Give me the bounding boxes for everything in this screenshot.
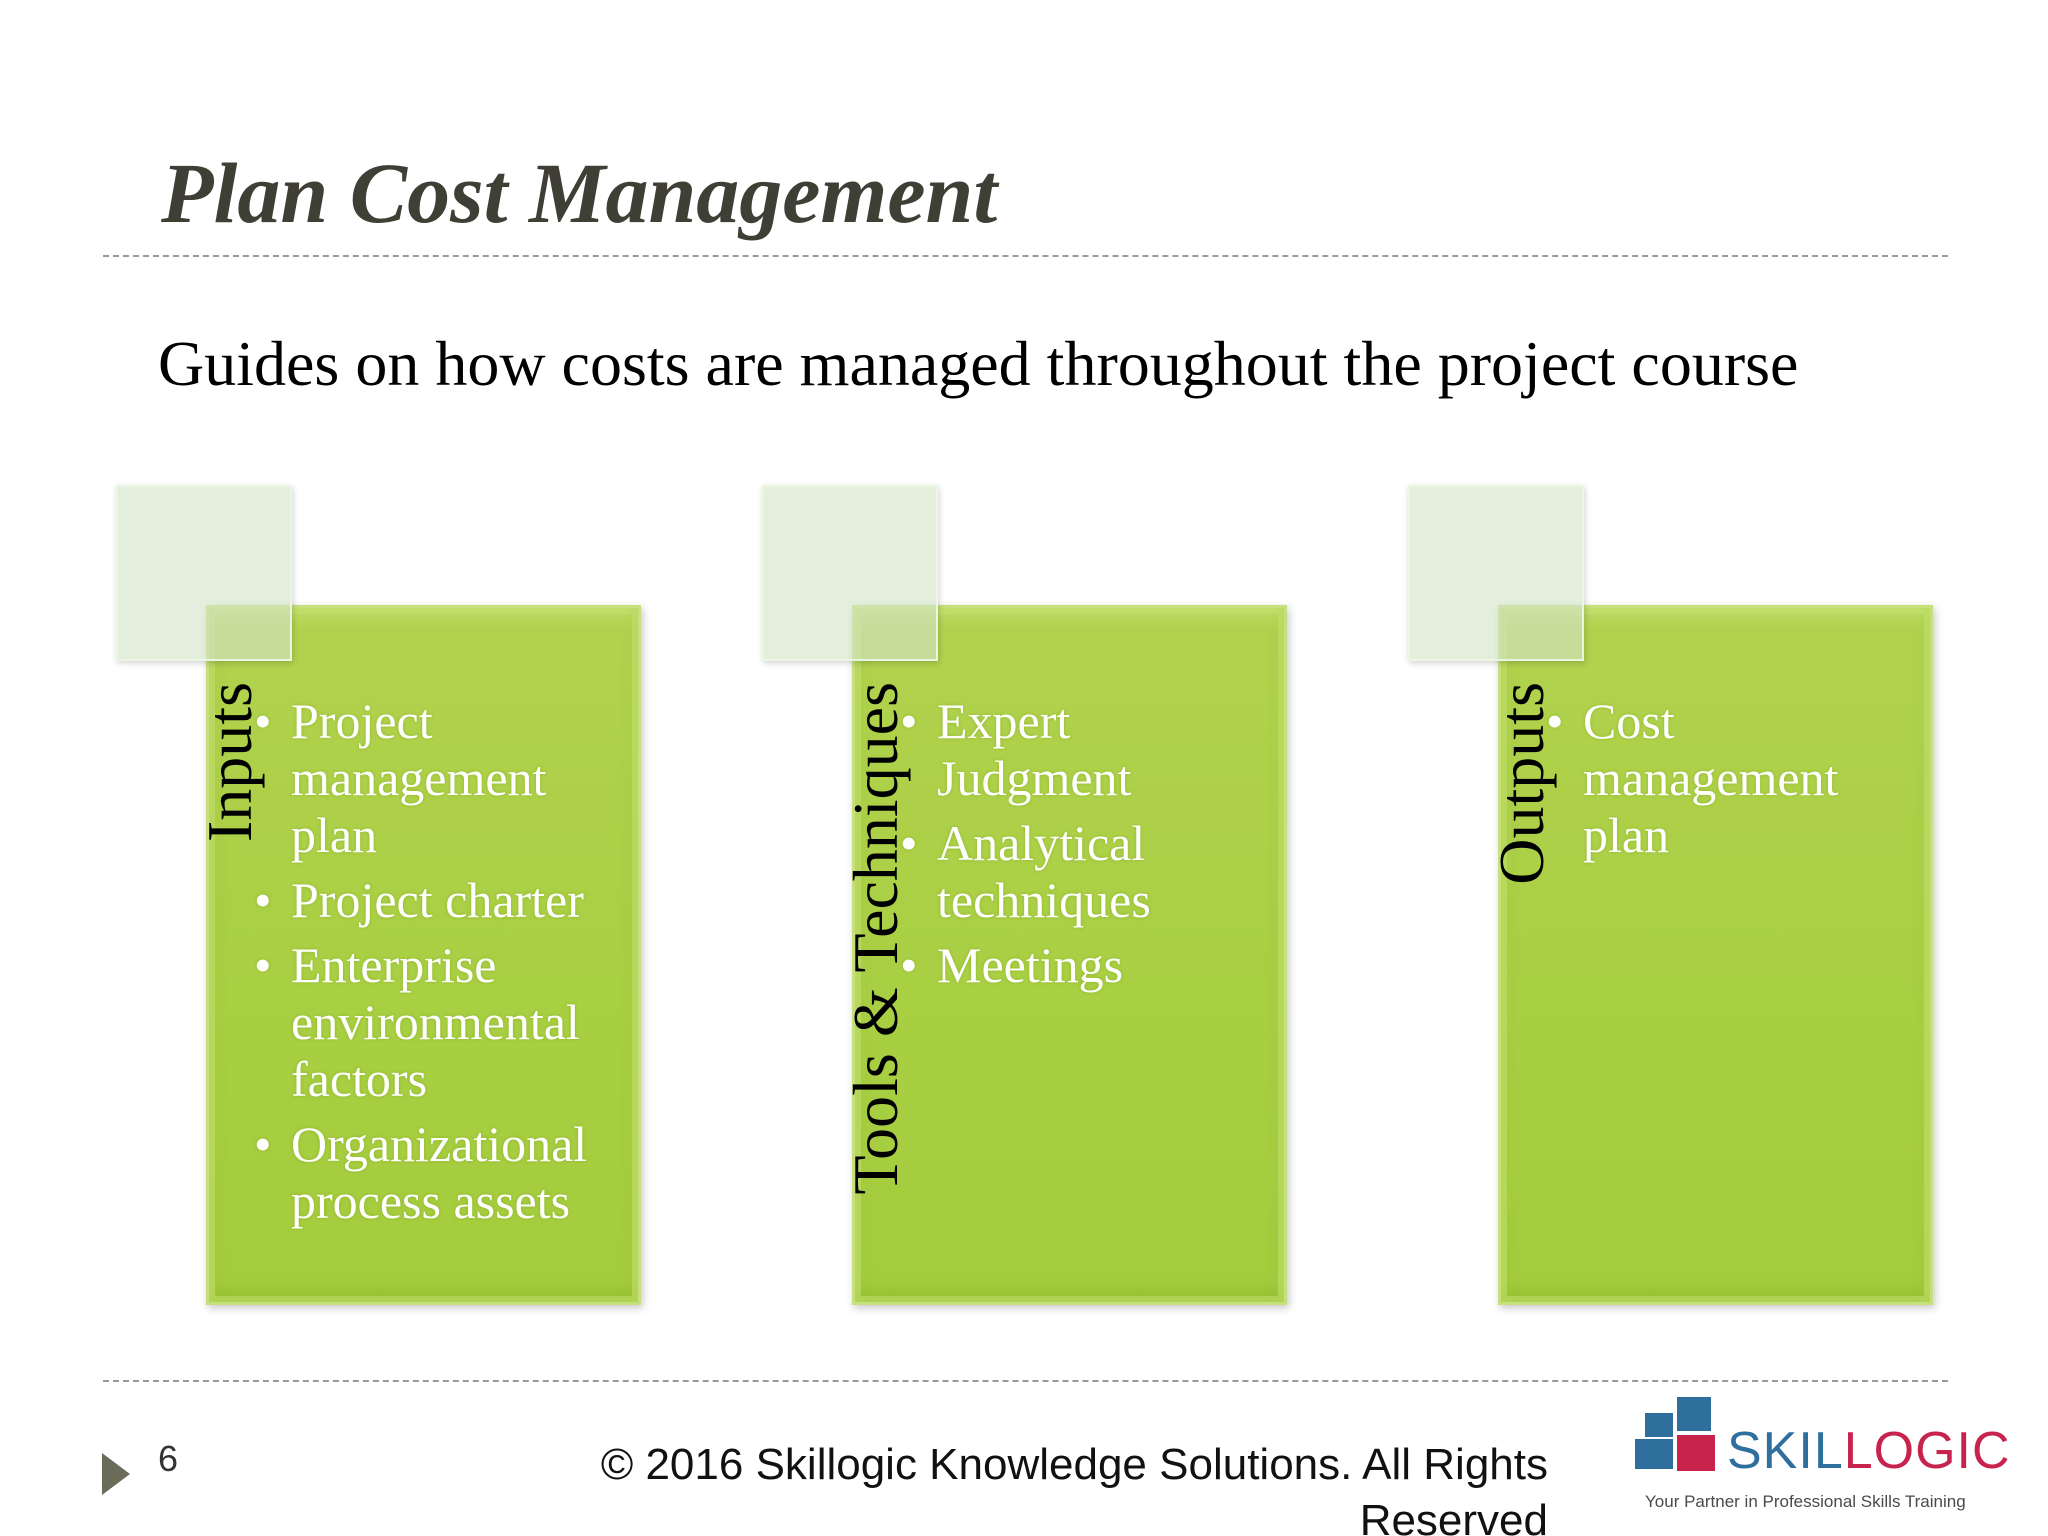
skillogic-logo: SKILLOGIC Your Partner in Professional S…	[1635, 1395, 2010, 1515]
logo-wordmark: SKILLOGIC	[1727, 1425, 2011, 1477]
inputs-item: Project charter	[251, 872, 631, 929]
tools-techniques-item: Expert Judgment	[897, 693, 1277, 807]
outputs-item: Cost management plan	[1543, 693, 1923, 864]
outputs-list: Cost management plan	[1543, 693, 1923, 872]
tools-techniques-list: Expert Judgment Analytical techniques Me…	[897, 693, 1277, 1002]
tools-techniques-item: Meetings	[897, 937, 1277, 994]
inputs-list: Project management plan Project charter …	[251, 693, 631, 1238]
inputs-item: Project management plan	[251, 693, 631, 864]
logo-tagline: Your Partner in Professional Skills Trai…	[1645, 1492, 1966, 1511]
logo-wordmark-part2: LOGIC	[1843, 1422, 2011, 1480]
logo-wordmark-part1: SKIL	[1727, 1422, 1844, 1480]
play-triangle-icon	[102, 1453, 130, 1495]
title-divider	[103, 255, 1948, 257]
copyright-text: © 2016 Skillogic Knowledge Solutions. Al…	[600, 1440, 1548, 1536]
tools-techniques-panel: Tools & Techniques Expert Judgment Analy…	[762, 485, 1287, 1310]
inputs-item: Organizational process assets	[251, 1116, 631, 1230]
outputs-panel: Outputs Cost management plan	[1408, 485, 1933, 1310]
tools-techniques-item: Analytical techniques	[897, 815, 1277, 929]
slide-number: 6	[158, 1438, 179, 1479]
footer-divider	[103, 1380, 1948, 1382]
inputs-decor-square	[116, 485, 292, 661]
outputs-decor-square	[1408, 485, 1584, 661]
slide-subtitle: Guides on how costs are managed througho…	[158, 328, 1799, 399]
logo-blocks-icon	[1635, 1395, 1735, 1475]
inputs-panel: Inputs Project management plan Project c…	[116, 485, 641, 1310]
tools-techniques-decor-square	[762, 485, 938, 661]
slide-title: Plan Cost Management	[161, 145, 998, 241]
inputs-item: Enterprise environmental factors	[251, 937, 631, 1108]
